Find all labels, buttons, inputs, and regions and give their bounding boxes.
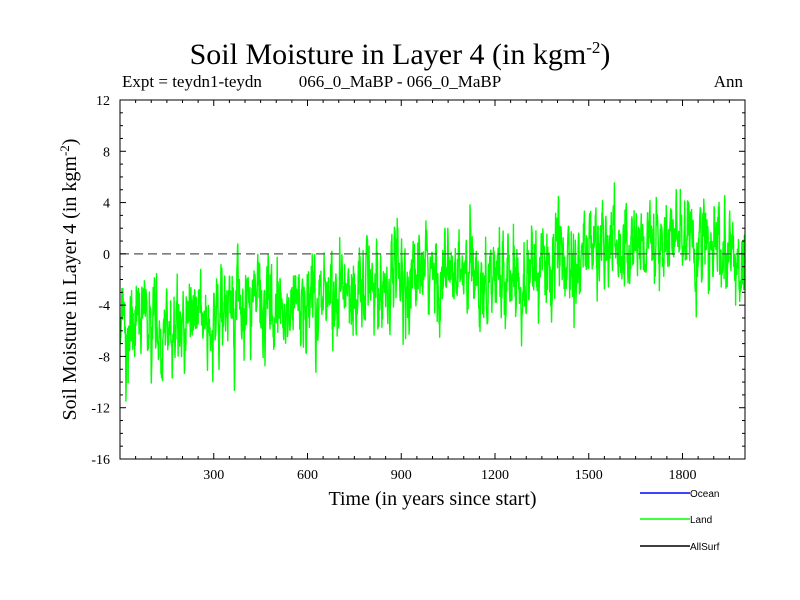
x-tick-label: 1200 <box>481 468 509 483</box>
x-tick-label: 600 <box>297 468 318 483</box>
legend-label-allsurf: AllSurf <box>690 542 720 553</box>
comparison-label: 066_0_MaBP - 066_0_MaBP <box>298 72 502 91</box>
chart-title: Soil Moisture in Layer 4 (in kgm-2) <box>189 38 611 71</box>
x-tick-label: 300 <box>203 468 224 483</box>
x-tick-label: 1500 <box>575 468 603 483</box>
x-axis-title: Time (in years since start) <box>328 488 536 510</box>
y-tick-label: -12 <box>91 402 110 417</box>
land-series-line <box>119 182 746 402</box>
x-tick-label: 900 <box>391 468 412 483</box>
experiment-label: Expt = teydn1-teydn <box>122 72 262 91</box>
y-tick-label: 12 <box>96 94 110 109</box>
y-tick-label: -8 <box>98 350 110 365</box>
x-tick-label: 1800 <box>669 468 697 483</box>
season-label: Ann <box>713 72 743 91</box>
y-tick-label: 0 <box>103 248 110 263</box>
legend-label-ocean: Ocean <box>690 489 719 500</box>
y-tick-label: 4 <box>103 197 110 212</box>
y-tick-label: -4 <box>98 299 110 314</box>
y-tick-label: 8 <box>103 145 110 160</box>
y-tick-label: -16 <box>91 453 110 468</box>
legend: Ocean Land AllSurf <box>640 489 720 553</box>
y-axis-title: Soil Moisture in Layer 4 (in kgm-2) <box>57 139 82 421</box>
legend-label-land: Land <box>690 515 712 526</box>
